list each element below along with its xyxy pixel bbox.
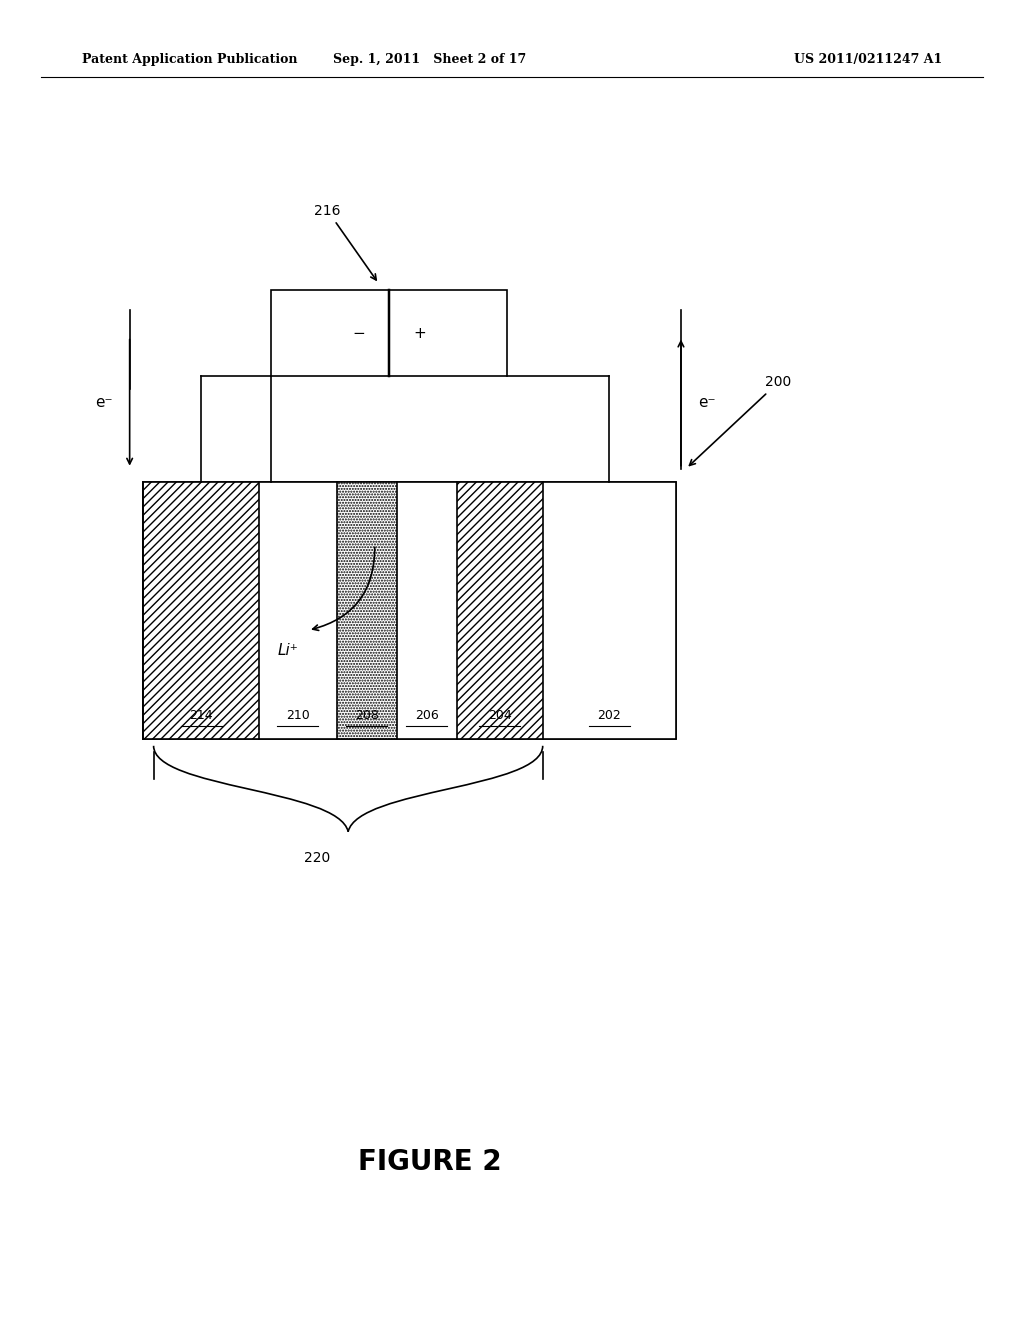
Text: Patent Application Publication: Patent Application Publication <box>82 53 297 66</box>
Text: −: − <box>352 326 365 341</box>
Text: e⁻: e⁻ <box>95 395 113 411</box>
Bar <box>543 482 676 739</box>
Text: 216: 216 <box>314 203 376 280</box>
Bar <box>143 482 259 739</box>
Text: Li⁺: Li⁺ <box>278 643 298 657</box>
Text: e⁻: e⁻ <box>697 395 716 411</box>
Bar <box>396 482 457 739</box>
Text: Sep. 1, 2011   Sheet 2 of 17: Sep. 1, 2011 Sheet 2 of 17 <box>334 53 526 66</box>
Bar <box>457 482 543 739</box>
Bar <box>259 482 337 739</box>
Bar <box>337 482 396 739</box>
Text: 202: 202 <box>597 709 622 722</box>
Text: 206: 206 <box>415 709 438 722</box>
Bar <box>143 482 676 739</box>
Bar <box>143 482 676 739</box>
Bar <box>271 290 507 376</box>
Text: 214: 214 <box>189 709 213 722</box>
Text: FIGURE 2: FIGURE 2 <box>358 1147 502 1176</box>
Text: 200: 200 <box>689 375 792 466</box>
Text: +: + <box>414 326 426 341</box>
Text: 204: 204 <box>487 709 512 722</box>
Text: 208: 208 <box>354 709 379 722</box>
Text: 210: 210 <box>286 709 310 722</box>
Text: US 2011/0211247 A1: US 2011/0211247 A1 <box>794 53 942 66</box>
Text: 220: 220 <box>304 851 331 866</box>
